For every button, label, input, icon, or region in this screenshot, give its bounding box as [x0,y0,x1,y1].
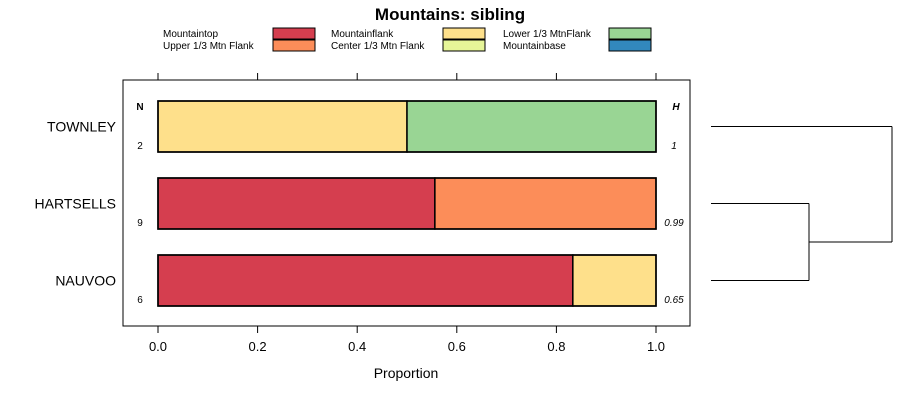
category-label: HARTSELLS [35,196,116,212]
x-tick-label: 1.0 [647,339,665,354]
legend-label: Center 1/3 Mtn Flank [331,41,425,52]
bar-outline [157,254,657,307]
bar-outline [157,177,657,230]
x-tick-label: 0.2 [249,339,267,354]
legend-label: Lower 1/3 MtnFlank [503,29,592,40]
legend-label: Mountainbase [503,41,566,52]
h-value: 1 [671,141,677,152]
legend-swatch [442,39,486,52]
n-h-annotations: N H 2 1 9 0.99 6 0.65 [136,102,684,306]
h-value: 0.65 [664,295,684,306]
category-label: TOWNLEY [47,119,117,135]
legend-label: Upper 1/3 Mtn Flank [163,41,255,52]
n-value: 9 [137,218,143,229]
legend-swatch [608,27,652,40]
x-tick-label: 0.0 [149,339,167,354]
bar-segment [434,177,657,230]
legend-label: Mountaintop [163,29,218,40]
h-header: H [672,102,680,113]
bar-segment [572,254,657,307]
legend-swatch [272,27,316,40]
x-tick-label: 0.6 [448,339,466,354]
n-header: N [136,102,143,113]
category-labels: TOWNLEY HARTSELLS NAUVOO [35,119,117,289]
bars [157,100,657,307]
h-value: 0.99 [664,218,684,229]
n-value: 6 [137,295,143,306]
category-label: NAUVOO [55,273,116,289]
legend-label: Mountainflank [331,29,394,40]
legend-swatch [272,39,316,52]
n-value: 2 [137,141,143,152]
legend-swatch [442,27,486,40]
legend-swatch [608,39,652,52]
x-axis-title: Proportion [374,365,439,381]
dendrogram [711,126,893,281]
bar-segment [157,100,408,153]
x-axis: 0.0 0.2 0.4 0.6 0.8 1.0 [149,73,665,354]
bar-segment [406,100,657,153]
x-tick-label: 0.4 [348,339,366,354]
x-tick-label: 0.8 [547,339,565,354]
bar-outline [157,100,657,153]
bar-segment [157,177,436,230]
bar-segment [157,254,574,307]
plot-frame [122,79,691,327]
chart-title: Mountains: sibling [375,5,525,24]
